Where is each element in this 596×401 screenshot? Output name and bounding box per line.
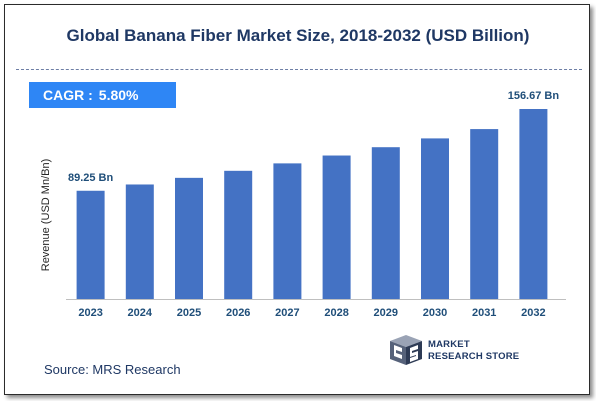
x-tick-label-2028: 2028: [324, 307, 348, 319]
bar-2027: [273, 163, 302, 299]
bar-2025: [175, 177, 203, 299]
x-tick-label-2025: 2025: [177, 307, 201, 319]
market-research-store-logo-icon: [390, 335, 422, 365]
chart-title: Global Banana Fiber Market Size, 2018-20…: [66, 26, 530, 45]
bar-2031: [470, 129, 499, 299]
data-label-2032: 156.67 Bn: [508, 90, 560, 102]
bar-2032: [519, 109, 548, 299]
cagr-label: CAGR :: [43, 87, 93, 103]
x-tick-label-2026: 2026: [226, 307, 250, 319]
cagr-badge: CAGR : 5.80%: [29, 82, 176, 108]
bar-2028: [322, 155, 351, 299]
y-axis-label: Revenue (USD Mn/Bn): [40, 159, 52, 272]
bar-2030: [421, 138, 449, 299]
x-tick-label-2023: 2023: [78, 307, 102, 319]
bar-2029: [371, 147, 400, 299]
x-tick-label-2030: 2030: [423, 307, 447, 319]
data-label-2023: 89.25 Bn: [68, 172, 114, 184]
x-tick-label-2029: 2029: [374, 307, 398, 319]
title-divider: [16, 69, 582, 70]
x-tick-label-2024: 2024: [128, 307, 153, 319]
logo-text: MARKET RESEARCH STORE: [428, 339, 519, 363]
bar-2023: [76, 190, 105, 299]
logo-line-1: MARKET: [428, 339, 470, 350]
x-tick-label-2032: 2032: [521, 307, 545, 319]
source-note: Source: MRS Research: [44, 362, 181, 377]
cagr-value: 5.80%: [98, 87, 139, 103]
bar-2026: [224, 170, 253, 299]
logo-line-2: RESEARCH STORE: [428, 351, 520, 362]
x-tick-label-2031: 2031: [472, 307, 496, 319]
x-tick-label-2027: 2027: [275, 307, 299, 319]
bar-2024: [125, 184, 154, 299]
